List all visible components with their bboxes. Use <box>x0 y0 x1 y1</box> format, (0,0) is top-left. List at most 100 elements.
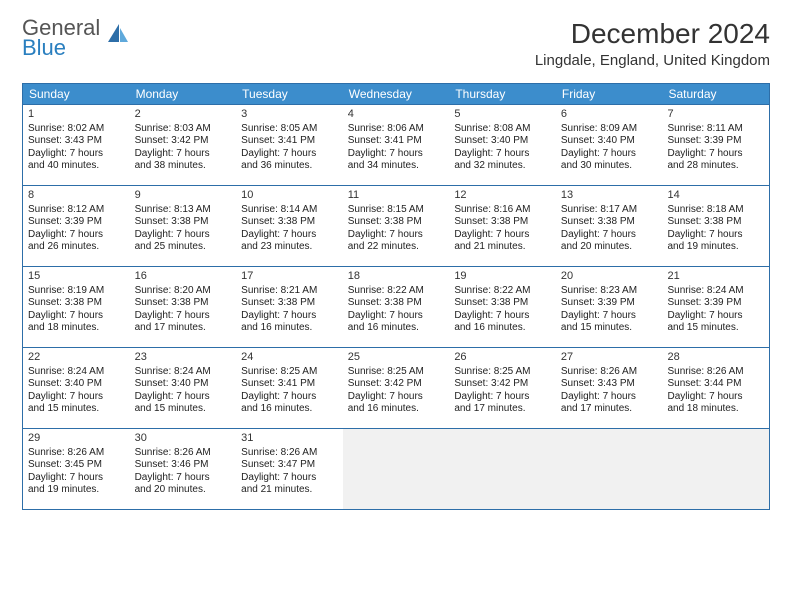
sunrise-line: Sunrise: 8:05 AM <box>241 123 338 136</box>
day-number: 20 <box>561 270 658 284</box>
title-block: December 2024 Lingdale, England, United … <box>535 18 770 75</box>
daylight-line1: Daylight: 7 hours <box>561 229 658 242</box>
day-header: Wednesday <box>343 84 450 104</box>
day-number: 31 <box>241 432 338 446</box>
logo: General Blue <box>22 18 131 58</box>
calendar-cell: 20Sunrise: 8:23 AMSunset: 3:39 PMDayligh… <box>556 267 663 347</box>
calendar-cell-empty <box>449 429 556 509</box>
calendar-cell: 3Sunrise: 8:05 AMSunset: 3:41 PMDaylight… <box>236 105 343 185</box>
day-number: 26 <box>454 351 551 365</box>
day-number: 15 <box>28 270 125 284</box>
daylight-line2: and 15 minutes. <box>667 322 764 335</box>
sunrise-line: Sunrise: 8:15 AM <box>348 204 445 217</box>
daylight-line2: and 17 minutes. <box>454 403 551 416</box>
daylight-line1: Daylight: 7 hours <box>561 148 658 161</box>
sunset-line: Sunset: 3:38 PM <box>561 216 658 229</box>
sunset-line: Sunset: 3:43 PM <box>28 135 125 148</box>
sunset-line: Sunset: 3:40 PM <box>135 378 232 391</box>
calendar-week: 1Sunrise: 8:02 AMSunset: 3:43 PMDaylight… <box>23 104 769 185</box>
calendar-week: 29Sunrise: 8:26 AMSunset: 3:45 PMDayligh… <box>23 428 769 509</box>
daylight-line1: Daylight: 7 hours <box>454 229 551 242</box>
calendar-cell-empty <box>556 429 663 509</box>
day-number: 18 <box>348 270 445 284</box>
day-number: 7 <box>667 108 764 122</box>
sunset-line: Sunset: 3:40 PM <box>454 135 551 148</box>
day-number: 23 <box>135 351 232 365</box>
calendar-cell: 31Sunrise: 8:26 AMSunset: 3:47 PMDayligh… <box>236 429 343 509</box>
sunrise-line: Sunrise: 8:22 AM <box>454 285 551 298</box>
daylight-line1: Daylight: 7 hours <box>135 229 232 242</box>
daylight-line2: and 15 minutes. <box>561 322 658 335</box>
daylight-line2: and 34 minutes. <box>348 160 445 173</box>
daylight-line2: and 22 minutes. <box>348 241 445 254</box>
sunset-line: Sunset: 3:38 PM <box>28 297 125 310</box>
calendar-cell: 30Sunrise: 8:26 AMSunset: 3:46 PMDayligh… <box>130 429 237 509</box>
calendar-cell: 7Sunrise: 8:11 AMSunset: 3:39 PMDaylight… <box>662 105 769 185</box>
sunset-line: Sunset: 3:41 PM <box>241 378 338 391</box>
daylight-line1: Daylight: 7 hours <box>348 229 445 242</box>
day-number: 27 <box>561 351 658 365</box>
day-number: 13 <box>561 189 658 203</box>
daylight-line2: and 40 minutes. <box>28 160 125 173</box>
calendar-cell: 10Sunrise: 8:14 AMSunset: 3:38 PMDayligh… <box>236 186 343 266</box>
sail-icon <box>105 22 131 53</box>
sunrise-line: Sunrise: 8:14 AM <box>241 204 338 217</box>
daylight-line1: Daylight: 7 hours <box>28 472 125 485</box>
daylight-line1: Daylight: 7 hours <box>241 229 338 242</box>
calendar-cell: 14Sunrise: 8:18 AMSunset: 3:38 PMDayligh… <box>662 186 769 266</box>
day-number: 2 <box>135 108 232 122</box>
sunrise-line: Sunrise: 8:21 AM <box>241 285 338 298</box>
day-number: 14 <box>667 189 764 203</box>
sunset-line: Sunset: 3:38 PM <box>454 297 551 310</box>
daylight-line1: Daylight: 7 hours <box>28 310 125 323</box>
header-row: General Blue December 2024 Lingdale, Eng… <box>22 18 770 75</box>
sunset-line: Sunset: 3:38 PM <box>241 216 338 229</box>
sunrise-line: Sunrise: 8:08 AM <box>454 123 551 136</box>
calendar-cell: 6Sunrise: 8:09 AMSunset: 3:40 PMDaylight… <box>556 105 663 185</box>
daylight-line2: and 15 minutes. <box>28 403 125 416</box>
daylight-line1: Daylight: 7 hours <box>667 229 764 242</box>
day-number: 1 <box>28 108 125 122</box>
day-number: 29 <box>28 432 125 446</box>
sunrise-line: Sunrise: 8:26 AM <box>667 366 764 379</box>
sunset-line: Sunset: 3:39 PM <box>561 297 658 310</box>
calendar-cell: 9Sunrise: 8:13 AMSunset: 3:38 PMDaylight… <box>130 186 237 266</box>
daylight-line1: Daylight: 7 hours <box>135 148 232 161</box>
daylight-line2: and 32 minutes. <box>454 160 551 173</box>
daylight-line2: and 19 minutes. <box>28 484 125 497</box>
calendar-cell: 19Sunrise: 8:22 AMSunset: 3:38 PMDayligh… <box>449 267 556 347</box>
sunset-line: Sunset: 3:42 PM <box>348 378 445 391</box>
sunrise-line: Sunrise: 8:17 AM <box>561 204 658 217</box>
calendar: SundayMondayTuesdayWednesdayThursdayFrid… <box>22 83 770 510</box>
daylight-line2: and 36 minutes. <box>241 160 338 173</box>
daylight-line1: Daylight: 7 hours <box>454 310 551 323</box>
day-header: Thursday <box>449 84 556 104</box>
calendar-header: SundayMondayTuesdayWednesdayThursdayFrid… <box>23 84 769 104</box>
sunset-line: Sunset: 3:38 PM <box>135 297 232 310</box>
day-header: Saturday <box>662 84 769 104</box>
day-number: 28 <box>667 351 764 365</box>
daylight-line2: and 38 minutes. <box>135 160 232 173</box>
daylight-line2: and 16 minutes. <box>241 403 338 416</box>
daylight-line1: Daylight: 7 hours <box>667 391 764 404</box>
day-number: 30 <box>135 432 232 446</box>
daylight-line2: and 16 minutes. <box>241 322 338 335</box>
calendar-week: 15Sunrise: 8:19 AMSunset: 3:38 PMDayligh… <box>23 266 769 347</box>
sunrise-line: Sunrise: 8:12 AM <box>28 204 125 217</box>
day-number: 25 <box>348 351 445 365</box>
sunrise-line: Sunrise: 8:09 AM <box>561 123 658 136</box>
calendar-cell: 12Sunrise: 8:16 AMSunset: 3:38 PMDayligh… <box>449 186 556 266</box>
sunrise-line: Sunrise: 8:25 AM <box>348 366 445 379</box>
sunrise-line: Sunrise: 8:24 AM <box>135 366 232 379</box>
daylight-line1: Daylight: 7 hours <box>135 472 232 485</box>
day-number: 22 <box>28 351 125 365</box>
sunrise-line: Sunrise: 8:26 AM <box>135 447 232 460</box>
calendar-cell-empty <box>343 429 450 509</box>
daylight-line1: Daylight: 7 hours <box>241 472 338 485</box>
calendar-cell: 5Sunrise: 8:08 AMSunset: 3:40 PMDaylight… <box>449 105 556 185</box>
calendar-cell: 18Sunrise: 8:22 AMSunset: 3:38 PMDayligh… <box>343 267 450 347</box>
day-number: 11 <box>348 189 445 203</box>
sunset-line: Sunset: 3:42 PM <box>135 135 232 148</box>
daylight-line2: and 21 minutes. <box>454 241 551 254</box>
day-header: Tuesday <box>236 84 343 104</box>
